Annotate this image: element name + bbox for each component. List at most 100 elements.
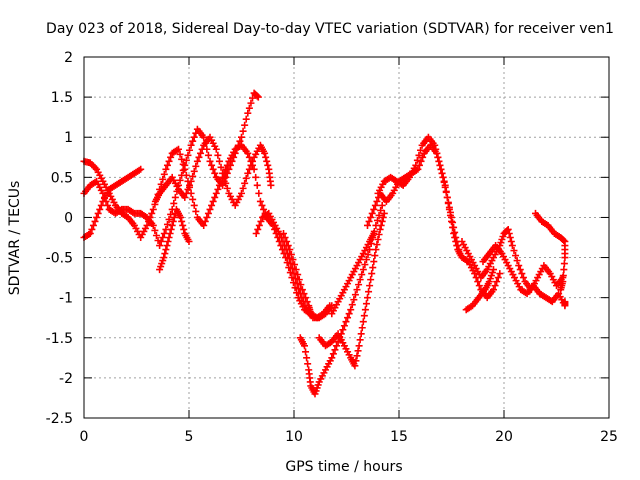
data-point: [182, 189, 190, 197]
data-point: [238, 133, 245, 141]
data-point: [442, 188, 450, 196]
data-point: [353, 286, 361, 294]
data-point: [371, 201, 379, 209]
y-tick-label: -1: [59, 291, 73, 307]
data-point: [347, 306, 355, 314]
data-point: [446, 208, 454, 216]
data-point: [359, 266, 367, 274]
data-point: [165, 157, 173, 165]
data-point: [474, 278, 482, 286]
x-tick-label: 0: [80, 429, 89, 445]
data-point: [444, 198, 452, 206]
data-point: [293, 289, 301, 297]
data-point: [440, 178, 448, 186]
data-point: [104, 201, 112, 209]
data-point: [443, 193, 451, 201]
data-point: [351, 291, 359, 299]
data-point: [94, 209, 102, 217]
data-point: [167, 153, 175, 161]
data-point: [162, 246, 170, 254]
data-point: [255, 189, 263, 197]
data-point: [510, 247, 518, 255]
data-point: [212, 189, 220, 197]
data-point: [301, 342, 308, 350]
data-point: [365, 288, 373, 296]
data-point: [450, 229, 458, 237]
data-point: [187, 141, 195, 149]
data-point: [303, 298, 311, 306]
data-point: [307, 310, 315, 318]
data-point: [249, 157, 257, 165]
data-point: [364, 221, 371, 229]
data-point: [151, 226, 159, 234]
data-point: [283, 238, 291, 246]
satellite-track-d: [151, 133, 275, 209]
data-point: [287, 251, 295, 259]
data-point: [157, 238, 165, 246]
data-point: [262, 153, 270, 161]
data-point: [438, 169, 446, 177]
data-point: [362, 300, 370, 308]
data-point: [247, 99, 255, 107]
data-point: [253, 181, 261, 189]
data-point: [284, 242, 292, 250]
data-point: [176, 150, 184, 158]
data-point: [219, 169, 227, 177]
data-point: [504, 225, 512, 233]
data-point: [163, 242, 171, 250]
data-point: [163, 220, 171, 228]
data-point: [374, 236, 382, 244]
data-point: [206, 157, 214, 165]
data-point: [177, 213, 185, 221]
data-point: [93, 213, 101, 221]
data-point: [201, 217, 209, 225]
data-point: [297, 281, 305, 289]
data-point: [228, 157, 236, 165]
data-point: [200, 221, 208, 229]
data-point: [230, 153, 238, 161]
data-point: [148, 209, 156, 217]
data-point: [282, 254, 290, 262]
data-point: [234, 141, 242, 149]
data-point: [193, 157, 201, 165]
data-point: [292, 266, 300, 274]
y-tick-label: 1: [64, 130, 73, 146]
data-point: [236, 137, 244, 145]
data-point: [333, 342, 341, 350]
data-point: [302, 294, 310, 302]
data-point: [97, 201, 105, 209]
data-point: [247, 161, 255, 169]
data-point: [291, 261, 299, 269]
data-point: [204, 151, 212, 159]
data-point: [358, 271, 366, 279]
data-point: [377, 206, 385, 214]
data-point: [184, 151, 192, 159]
data-point: [288, 274, 296, 282]
data-point: [560, 237, 568, 245]
data-point: [189, 137, 197, 145]
data-point: [165, 215, 173, 223]
data-point: [169, 217, 177, 225]
data-point: [208, 201, 216, 209]
data-point: [373, 216, 381, 224]
data-point: [367, 213, 375, 221]
data-point: [222, 179, 230, 187]
data-point: [364, 251, 372, 259]
data-point: [186, 181, 194, 189]
data-point: [362, 256, 370, 264]
data-point: [241, 121, 249, 129]
data-point: [361, 306, 369, 314]
data-point: [375, 230, 383, 238]
data-point: [353, 352, 361, 360]
data-point: [494, 274, 502, 282]
data-point: [190, 167, 198, 175]
data-point: [413, 156, 421, 164]
x-tick-label: 25: [600, 429, 618, 445]
data-point: [143, 221, 151, 229]
data-point: [364, 294, 371, 302]
data-point: [339, 326, 347, 334]
data-point: [267, 181, 275, 189]
data-point: [414, 165, 422, 173]
data-point: [245, 165, 253, 173]
data-point: [211, 193, 219, 201]
